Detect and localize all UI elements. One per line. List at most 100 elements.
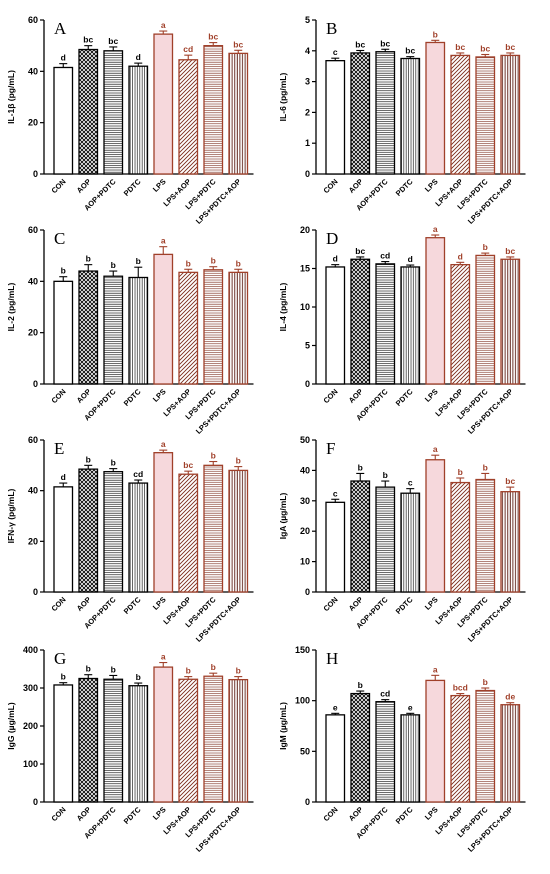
- y-tick-label: 5: [305, 341, 310, 351]
- category-label: CON: [322, 177, 340, 195]
- y-tick-label: 0: [33, 169, 38, 179]
- bar-pdtc: [400, 714, 421, 803]
- significance-label: d: [136, 52, 141, 62]
- significance-label: b: [211, 451, 216, 461]
- category-label: AOP: [347, 177, 365, 195]
- y-tick-label: 60: [28, 225, 38, 235]
- y-axis-title: IL-2 (pg/mL): [6, 283, 16, 332]
- significance-label: b: [61, 672, 66, 682]
- y-tick-label: 300: [23, 683, 38, 693]
- significance-label: c: [333, 488, 338, 498]
- category-label: CON: [50, 805, 68, 823]
- bar-lps: [425, 41, 446, 175]
- y-tick-label: 100: [295, 696, 310, 706]
- significance-label: bc: [83, 35, 93, 45]
- y-tick-label: 2: [305, 107, 310, 117]
- category-label: LPS+PDTC+AOP: [466, 805, 515, 854]
- category-label: CON: [50, 177, 68, 195]
- panel-letter: A: [54, 19, 67, 38]
- significance-label: b: [236, 666, 241, 676]
- bar-lps-aop: [178, 271, 199, 385]
- bar-con: [325, 714, 346, 803]
- category-label: LPS: [151, 387, 168, 404]
- bar-con: [53, 280, 74, 385]
- y-tick-label: 0: [305, 587, 310, 597]
- category-label: PDTC: [122, 595, 143, 616]
- significance-label: bc: [380, 38, 390, 48]
- bar-lps: [153, 452, 174, 593]
- y-tick-label: 0: [305, 797, 310, 807]
- category-label: LPS: [423, 177, 440, 194]
- y-tick-label: 20: [300, 526, 310, 536]
- bar-lps-pdtc-aop: [500, 704, 521, 803]
- y-tick-label: 20: [28, 536, 38, 546]
- bar-aop-pdtc: [103, 275, 124, 385]
- bar-aop-pdtc: [375, 701, 396, 803]
- panel-letter: D: [326, 229, 338, 248]
- significance-label: b: [136, 256, 141, 266]
- y-tick-label: 50: [300, 746, 310, 756]
- category-label: LPS: [423, 805, 440, 822]
- y-tick-label: 0: [33, 797, 38, 807]
- significance-label: a: [433, 224, 438, 234]
- significance-label: bc: [208, 32, 218, 42]
- y-axis-title: IL-1β (pg/mL): [6, 70, 16, 124]
- category-label: AOP: [75, 387, 93, 405]
- significance-label: bc: [455, 42, 465, 52]
- significance-label: b: [211, 256, 216, 266]
- significance-label: b: [236, 456, 241, 466]
- category-label: LPS+PDTC+AOP: [194, 595, 243, 644]
- bar-lps-pdtc-aop: [500, 491, 521, 593]
- y-tick-label: 40: [300, 465, 310, 475]
- y-tick-label: 10: [300, 302, 310, 312]
- y-tick-label: 100: [23, 759, 38, 769]
- significance-label: b: [358, 680, 363, 690]
- bar-con: [325, 501, 346, 593]
- y-axis-title: IgG (µg/mL): [6, 702, 16, 750]
- significance-label: b: [86, 664, 91, 674]
- y-tick-label: 1: [305, 138, 310, 148]
- bar-pdtc: [128, 276, 149, 385]
- significance-label: a: [161, 20, 166, 30]
- significance-label: a: [433, 664, 438, 674]
- y-axis-title: IgA (µg/mL): [278, 493, 288, 540]
- y-tick-label: 60: [28, 435, 38, 445]
- y-tick-label: 40: [28, 66, 38, 76]
- bar-lps-pdtc-aop: [228, 271, 249, 385]
- bar-pdtc: [400, 57, 421, 175]
- bar-lps-aop: [450, 54, 471, 175]
- panel-letter: C: [54, 229, 65, 248]
- category-label: AOP: [347, 387, 365, 405]
- significance-label: b: [433, 29, 438, 39]
- y-tick-label: 40: [28, 486, 38, 496]
- category-label: LPS: [423, 595, 440, 612]
- significance-label: d: [408, 254, 413, 264]
- significance-label: b: [86, 254, 91, 264]
- category-label: AOP: [347, 805, 365, 823]
- bar-pdtc: [128, 65, 149, 175]
- bar-lps-pdtc: [475, 254, 496, 385]
- significance-label: bc: [505, 246, 515, 256]
- significance-label: d: [61, 53, 66, 63]
- category-label: CON: [322, 387, 340, 405]
- significance-label: bc: [108, 36, 118, 46]
- significance-label: bc: [480, 43, 490, 53]
- bar-lps-pdtc: [203, 269, 224, 385]
- bar-lps-pdtc: [475, 56, 496, 175]
- significance-label: b: [136, 672, 141, 682]
- category-label: LPS: [151, 595, 168, 612]
- y-tick-label: 50: [300, 435, 310, 445]
- y-tick-label: 3: [305, 77, 310, 87]
- category-label: LPS: [151, 805, 168, 822]
- y-tick-label: 10: [300, 557, 310, 567]
- category-label: PDTC: [394, 387, 415, 408]
- significance-label: a: [433, 444, 438, 454]
- bar-aop: [78, 677, 99, 803]
- significance-label: bc: [355, 39, 365, 49]
- category-label: CON: [322, 595, 340, 613]
- significance-label: bcd: [453, 683, 468, 693]
